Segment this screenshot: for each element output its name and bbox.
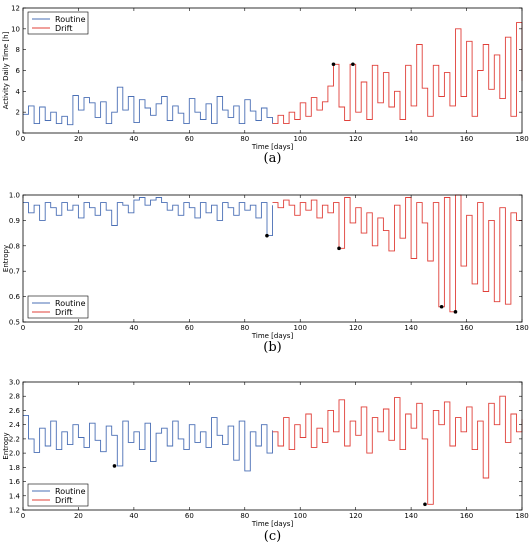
x-tick-label: 120 [349, 135, 362, 143]
y-tick-label: 4 [16, 88, 21, 96]
y-tick-label: 2.8 [9, 393, 20, 401]
y-tick-label: 12 [11, 5, 20, 13]
y-tick-label: 0.8 [9, 242, 20, 250]
x-tick-label: 20 [74, 324, 83, 332]
y-tick-label: 1.8 [9, 464, 20, 472]
y-tick-label: 1.0 [9, 192, 20, 200]
y-tick-label: 0 [16, 130, 20, 138]
legend-label-drift: Drift [55, 496, 72, 505]
x-tick-label: 140 [404, 135, 417, 143]
series-line-routine [23, 415, 273, 471]
marker-point-1 [265, 234, 269, 238]
x-tick-label: 80 [240, 512, 249, 520]
y-tick-label: 3.0 [9, 379, 20, 387]
y-tick-label: 2.6 [9, 407, 21, 415]
panel-caption: (c) [264, 529, 281, 544]
x-tick-label: 80 [240, 324, 249, 332]
marker-point-3 [440, 305, 444, 309]
x-tick-label: 60 [185, 135, 194, 143]
panel-caption: (a) [264, 151, 282, 166]
x-tick-label: 160 [460, 324, 473, 332]
y-tick-label: 6 [16, 67, 21, 75]
panel-3: 0 20 40 60 80 100 120 140 160 180 1.2 1.4 1.6 1.8 2.0 2… [2, 379, 529, 545]
y-tick-label: 1.2 [9, 507, 20, 515]
plot-frame [23, 8, 522, 133]
series-line-routine [23, 198, 273, 236]
panel-1: 0 20 40 60 80 100 120 140 160 180 0 2 4 6 8 10 12 Time [d… [2, 5, 529, 167]
x-tick-label: 180 [515, 135, 528, 143]
y-tick-label: 0.9 [9, 217, 20, 225]
y-tick-label: 1.4 [9, 492, 21, 500]
series-line-drift [273, 23, 523, 124]
x-tick-label: 140 [404, 512, 417, 520]
x-tick-label: 180 [515, 324, 528, 332]
x-tick-label: 120 [349, 324, 362, 332]
x-tick-label: 60 [185, 512, 194, 520]
x-tick-label: 160 [460, 512, 473, 520]
series-line-drift [273, 195, 523, 312]
y-axis-label: Entropy [2, 245, 10, 272]
y-tick-label: 1.6 [9, 478, 21, 486]
y-tick-label: 0.6 [9, 293, 21, 301]
legend-label-routine: Routine [55, 15, 86, 24]
x-tick-label: 40 [129, 512, 138, 520]
x-axis-label: Time [days] [251, 332, 294, 340]
x-tick-label: 100 [294, 324, 307, 332]
y-tick-label: 10 [11, 25, 20, 33]
x-tick-label: 40 [129, 135, 138, 143]
x-tick-label: 60 [185, 324, 194, 332]
x-tick-label: 100 [294, 512, 307, 520]
y-tick-label: 0.7 [9, 268, 20, 276]
y-tick-label: 8 [16, 46, 20, 54]
x-tick-label: 0 [21, 135, 25, 143]
legend-label-drift: Drift [55, 24, 72, 33]
y-tick-label: 2.2 [9, 435, 20, 443]
series-line-routine [23, 87, 273, 125]
legend-label-routine: Routine [55, 487, 86, 496]
x-axis-label: Time [days] [251, 143, 294, 151]
y-axis-label: Entropy [2, 432, 10, 459]
y-tick-label: 2.4 [9, 421, 21, 429]
marker-point-2 [337, 247, 341, 251]
y-tick-label: 2 [16, 109, 20, 117]
x-axis-label: Time [days] [251, 520, 294, 528]
marker-point-4 [454, 310, 458, 314]
x-tick-label: 140 [404, 324, 417, 332]
x-tick-label: 180 [515, 512, 528, 520]
x-tick-label: 120 [349, 512, 362, 520]
marker-point-1 [332, 62, 336, 66]
x-tick-label: 0 [21, 324, 25, 332]
marker-point-2 [351, 62, 355, 66]
y-tick-label: 0.5 [9, 319, 20, 327]
panel-caption: (b) [263, 340, 281, 355]
y-axis-label: Activity Daily Time [h] [2, 31, 10, 109]
x-tick-label: 20 [74, 512, 83, 520]
panel-2: 0 20 40 60 80 100 120 140 160 180 0.5 0.6 0.7 0.8 0.9 1… [2, 192, 529, 356]
x-tick-label: 40 [129, 324, 138, 332]
x-tick-label: 20 [74, 135, 83, 143]
x-tick-label: 100 [294, 135, 307, 143]
legend-label-drift: Drift [55, 308, 72, 317]
legend-label-routine: Routine [55, 299, 86, 308]
series-line-drift [273, 396, 523, 504]
x-tick-label: 160 [460, 135, 473, 143]
y-tick-label: 2.0 [9, 450, 20, 458]
x-tick-label: 0 [21, 512, 25, 520]
marker-point-2 [423, 503, 427, 507]
marker-point-1 [113, 464, 117, 468]
x-tick-label: 80 [240, 135, 249, 143]
